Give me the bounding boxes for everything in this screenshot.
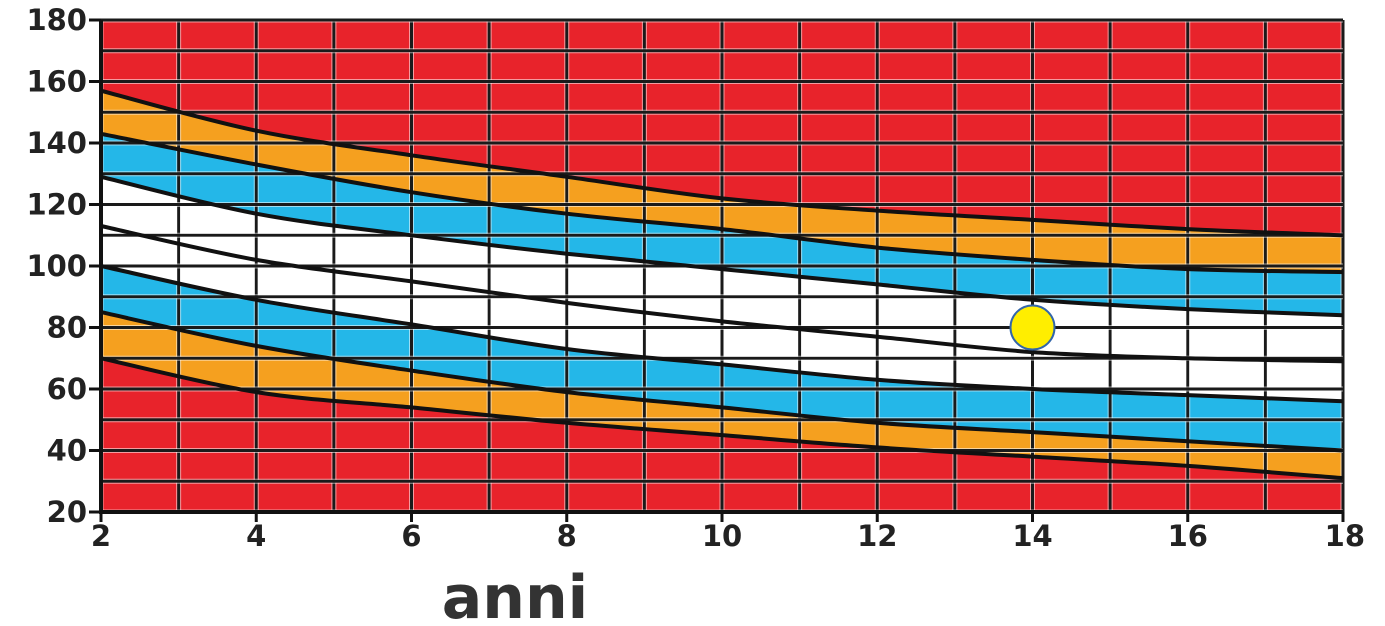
x-tick-label: 2 [91, 519, 111, 553]
y-tick-label: 80 [47, 311, 87, 345]
x-tick-label: 6 [401, 519, 421, 553]
x-tick-label: 16 [1168, 519, 1208, 553]
chart-curves [100, 88, 1344, 481]
chart-grid [98, 17, 1346, 515]
x-tick-label: 8 [557, 519, 577, 553]
boundary-curve-4 [100, 174, 1344, 318]
y-tick-label: 120 [26, 188, 87, 222]
x-tick-label: 4 [246, 519, 266, 553]
x-tick-label: 18 [1325, 519, 1365, 553]
y-tick-label: 140 [26, 126, 87, 160]
boundary-curve-3 [100, 224, 1344, 364]
chart-tick-labels: 20 40 60 80 100 120 140 160 180 2 4 6 8 10 12 14 16 18 [26, 3, 1365, 553]
boundary-curve-5 [100, 131, 1344, 275]
boundary-curve-0 [100, 356, 1344, 481]
x-axis-title: anni [442, 563, 588, 626]
boundary-curve-6 [100, 88, 1344, 238]
boundary-curve-2 [100, 264, 1344, 404]
x-tick-label: 12 [857, 519, 897, 553]
x-tick-label: 10 [702, 519, 742, 553]
data-point-marker [1009, 304, 1056, 351]
y-tick-label: 20 [47, 495, 87, 529]
y-tick-label: 160 [26, 65, 87, 99]
chart-marker-layer [1009, 304, 1056, 351]
y-tick-label: 100 [26, 249, 87, 283]
y-tick-label: 180 [26, 3, 87, 37]
chart-axes [89, 18, 1345, 522]
y-tick-label: 40 [47, 434, 87, 468]
y-tick-label: 60 [47, 372, 87, 406]
x-tick-label: 14 [1012, 519, 1052, 553]
boundary-curve-1 [100, 310, 1344, 453]
